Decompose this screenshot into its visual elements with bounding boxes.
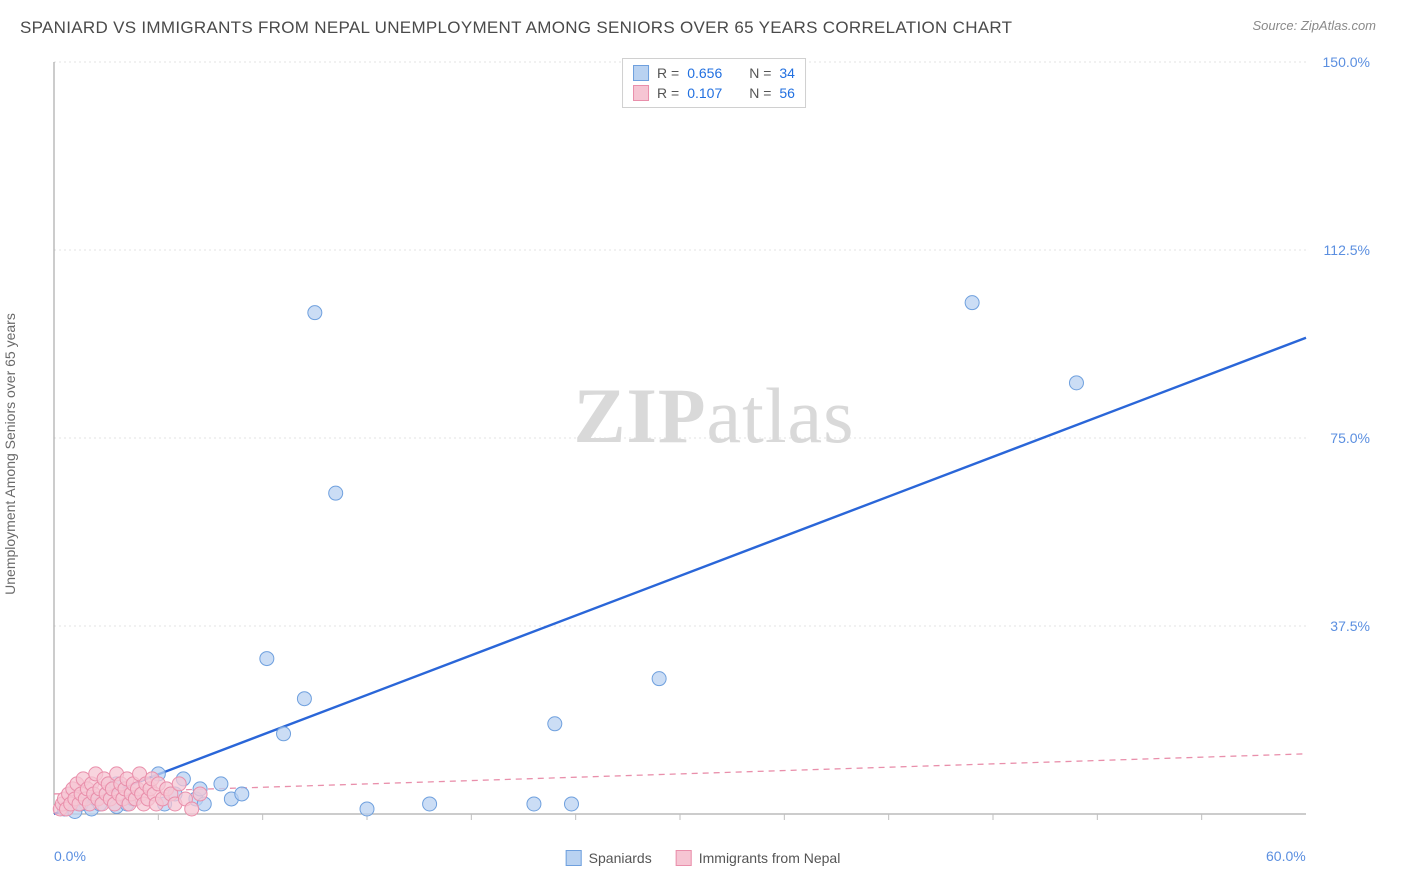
point-spaniards [965, 296, 979, 310]
trend-line-spaniards [54, 338, 1306, 814]
point-spaniards [564, 797, 578, 811]
r-value: 0.107 [687, 85, 735, 101]
y-tick-label: 112.5% [1324, 242, 1370, 258]
point-spaniards [308, 306, 322, 320]
point-spaniards [652, 672, 666, 686]
point-spaniards [214, 777, 228, 791]
legend-item: Immigrants from Nepal [676, 850, 841, 866]
r-label: R = [657, 65, 679, 81]
y-tick-label: 150.0% [1323, 54, 1370, 70]
n-value: 56 [779, 85, 795, 101]
point-spaniards [277, 727, 291, 741]
point-spaniards [1069, 376, 1083, 390]
point-nepal [172, 777, 186, 791]
n-label: N = [749, 85, 771, 101]
legend-label: Spaniards [589, 850, 652, 866]
x-tick-label: 0.0% [54, 848, 86, 864]
chart-container: R =0.656N =34R =0.107N =56 ZIPatlas 37.5… [52, 58, 1376, 836]
legend-swatch [566, 850, 582, 866]
point-spaniards [260, 652, 274, 666]
point-spaniards [235, 787, 249, 801]
swatch-nepal [633, 85, 649, 101]
scatter-plot [52, 58, 1376, 836]
legend-item: Spaniards [566, 850, 652, 866]
point-spaniards [360, 802, 374, 816]
point-spaniards [548, 717, 562, 731]
point-spaniards [527, 797, 541, 811]
swatch-spaniards [633, 65, 649, 81]
point-spaniards [423, 797, 437, 811]
y-axis-label: Unemployment Among Seniors over 65 years [2, 313, 18, 595]
legend-swatch [676, 850, 692, 866]
point-nepal [193, 787, 207, 801]
corr-legend-row-spaniards: R = 0.656 N = 34 [633, 63, 795, 83]
y-tick-label: 75.0% [1330, 430, 1370, 446]
n-value: 34 [779, 65, 795, 81]
y-tick-label: 37.5% [1330, 618, 1370, 634]
r-value: 0.656 [687, 65, 735, 81]
legend-label: Immigrants from Nepal [699, 850, 841, 866]
x-tick-label: 60.0% [1266, 848, 1306, 864]
header: SPANIARD VS IMMIGRANTS FROM NEPAL UNEMPL… [0, 0, 1406, 48]
source-attribution: Source: ZipAtlas.com [1252, 18, 1376, 33]
corr-legend-row-nepal: R = 0.107 N = 56 [633, 83, 795, 103]
correlation-legend: R = 0.656 N = 34 R = 0.107 N = 56 [622, 58, 806, 108]
n-label: N = [749, 65, 771, 81]
r-label: R = [657, 85, 679, 101]
point-spaniards [297, 692, 311, 706]
chart-title: SPANIARD VS IMMIGRANTS FROM NEPAL UNEMPL… [20, 18, 1012, 38]
series-legend: Spaniards Immigrants from Nepal [566, 850, 841, 866]
point-nepal [185, 802, 199, 816]
point-spaniards [329, 486, 343, 500]
